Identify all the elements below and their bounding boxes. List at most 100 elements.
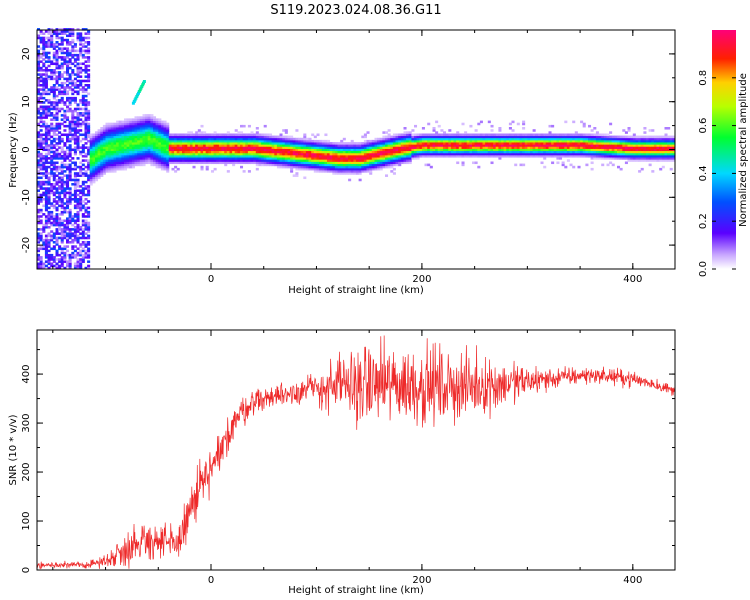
heatmap-cell <box>139 131 143 134</box>
heatmap-cell <box>81 191 85 195</box>
heatmap-cell <box>84 64 88 68</box>
heatmap-cell <box>50 183 54 186</box>
heatmap-cell <box>609 150 613 154</box>
heatmap-cell <box>124 129 128 132</box>
heatmap-cell <box>226 161 230 165</box>
heatmap-cell <box>564 120 568 124</box>
heatmap-cell <box>63 56 67 59</box>
heatmap-cell <box>250 135 254 139</box>
heatmap-cell <box>58 165 62 169</box>
heatmap-cell <box>356 150 360 154</box>
heatmap-cell <box>374 152 378 156</box>
heatmap-cell <box>92 133 96 137</box>
heatmap-cell <box>390 155 394 158</box>
heatmap-cell <box>553 150 557 154</box>
heatmap-cell <box>81 206 85 210</box>
heatmap-cell <box>171 135 175 139</box>
heatmap-cell <box>369 159 373 162</box>
heatmap-cell <box>60 114 64 117</box>
heatmap-cell <box>60 101 64 104</box>
heatmap-cell <box>437 137 441 141</box>
heatmap-cell <box>134 137 138 141</box>
heatmap-cell <box>501 146 505 149</box>
heatmap-cell <box>129 165 133 169</box>
heatmap-cell <box>168 152 172 156</box>
heatmap-cell <box>50 28 54 31</box>
heatmap-cell <box>453 137 457 141</box>
heatmap-cell <box>102 124 106 128</box>
heatmap-cell <box>197 150 201 154</box>
heatmap-cell <box>300 139 304 143</box>
heatmap-cell <box>551 155 555 158</box>
heatmap-cell <box>126 137 130 141</box>
heatmap-cell <box>137 131 141 134</box>
heatmap-cell <box>79 84 83 87</box>
heatmap-cell <box>108 157 112 160</box>
heatmap-cell <box>427 135 431 139</box>
heatmap-cell <box>63 180 67 184</box>
heatmap-cell <box>168 142 172 145</box>
heatmap-cell <box>387 155 391 158</box>
heatmap-cell <box>42 79 46 83</box>
heatmap-cell <box>47 92 51 96</box>
heatmap-cell <box>508 127 512 130</box>
heatmap-cell <box>582 155 586 158</box>
heatmap-cell <box>66 116 70 119</box>
heatmap-cell <box>129 161 133 165</box>
heatmap-cell <box>60 81 64 85</box>
heatmap-cell <box>269 161 273 165</box>
heatmap-cell <box>522 127 526 130</box>
heatmap-cell <box>303 157 307 160</box>
heatmap-cell <box>669 150 673 154</box>
heatmap-cell <box>487 137 491 141</box>
heatmap-cell <box>92 174 96 177</box>
heatmap-cell <box>493 137 497 141</box>
heatmap-cell <box>490 142 494 145</box>
heatmap-cell <box>279 137 283 141</box>
heatmap-cell <box>284 163 288 167</box>
heatmap-cell <box>84 129 88 132</box>
snr-y-axis-label: SNR (10 * v/v) <box>8 414 19 485</box>
heatmap-cell <box>274 135 278 139</box>
heatmap-cell <box>601 144 605 147</box>
heatmap-cell <box>345 142 349 145</box>
heatmap-cell <box>60 251 64 255</box>
heatmap-cell <box>76 234 80 238</box>
heatmap-cell <box>68 210 72 214</box>
heatmap-cell <box>263 137 267 141</box>
heatmap-cell <box>87 129 91 132</box>
heatmap-cell <box>627 152 631 156</box>
heatmap-cell <box>342 170 346 173</box>
heatmap-cell <box>403 159 407 162</box>
heatmap-cell <box>39 180 43 184</box>
heatmap-cell <box>337 172 341 175</box>
heatmap-cell <box>213 146 217 149</box>
heatmap-cell <box>321 163 325 167</box>
heatmap-cell <box>166 161 170 165</box>
heatmap-cell <box>640 144 644 147</box>
heatmap-cell <box>68 103 72 106</box>
heatmap-cell <box>139 139 143 143</box>
heatmap-cell <box>211 155 215 158</box>
heatmap-cell <box>87 103 91 106</box>
heatmap-cell <box>118 167 122 171</box>
heatmap-cell <box>155 161 159 165</box>
heatmap-cell <box>348 163 352 167</box>
heatmap-cell <box>508 150 512 154</box>
heatmap-cell <box>66 77 70 81</box>
heatmap-cell <box>461 163 465 167</box>
heatmap-cell <box>79 262 83 266</box>
heatmap-cell <box>68 200 72 203</box>
heatmap-cell <box>147 118 151 121</box>
heatmap-cell <box>242 137 246 141</box>
heatmap-cell <box>569 135 573 139</box>
heatmap-cell <box>208 157 212 160</box>
heatmap-cell <box>44 195 48 199</box>
heatmap-cell <box>47 226 51 229</box>
heatmap-cell <box>598 152 602 156</box>
heatmap-cell <box>548 131 552 134</box>
heatmap-cell <box>501 150 505 154</box>
heatmap-cell <box>585 146 589 149</box>
heatmap-cell <box>60 62 64 66</box>
heatmap-cell <box>73 213 77 216</box>
